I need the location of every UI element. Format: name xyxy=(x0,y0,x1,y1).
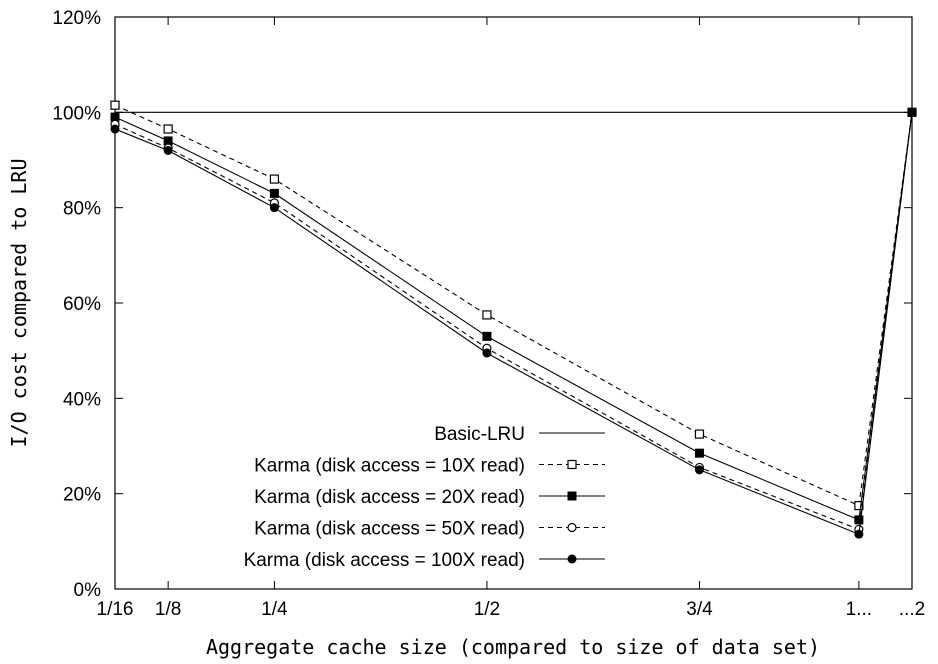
x-tick-label: 3/4 xyxy=(686,599,713,620)
y-tick-label: 0% xyxy=(74,580,102,601)
legend-marker xyxy=(567,491,577,501)
data-point xyxy=(694,465,704,475)
data-point xyxy=(110,112,120,122)
legend-item: Karma (disk access = 20X read) xyxy=(254,487,605,508)
legend-marker xyxy=(567,554,577,564)
legend-item: Karma (disk access = 100X read) xyxy=(244,550,605,571)
legend-label: Basic-LRU xyxy=(434,424,525,445)
y-tick-label: 80% xyxy=(63,199,101,220)
series-line xyxy=(114,104,913,507)
y-tick-label: 20% xyxy=(63,485,101,506)
x-tick-label: 1/8 xyxy=(155,599,181,620)
y-tick-label: 60% xyxy=(63,294,101,315)
legend-label: Karma (disk access = 20X read) xyxy=(254,487,525,508)
data-point xyxy=(482,348,492,358)
data-point xyxy=(269,188,279,198)
y-axis-title: I/O cost compared to LRU xyxy=(7,159,31,448)
x-axis-title: Aggregate cache size (compared to size o… xyxy=(206,635,820,659)
legend-marker xyxy=(567,459,577,470)
data-point xyxy=(110,100,120,110)
data-point xyxy=(163,124,173,134)
x-tick-label: 1/2 xyxy=(474,599,500,620)
legend-label: Karma (disk access = 10X read) xyxy=(254,456,525,477)
legend-item: Karma (disk access = 50X read) xyxy=(254,519,605,540)
data-point xyxy=(854,529,864,539)
legend-marker xyxy=(567,522,577,533)
data-point xyxy=(482,310,492,320)
y-axis-ticks: 0% 20% 40% 60% 80% 100% 120% xyxy=(52,8,912,601)
data-point xyxy=(482,331,492,341)
data-point xyxy=(163,145,173,155)
x-tick-label: 1/4 xyxy=(261,599,288,620)
data-point xyxy=(163,136,173,146)
legend-item: Karma (disk access = 10X read) xyxy=(254,456,605,477)
x-axis-ticks: 1/16 1/8 1/4 1/2 3/4 1... ...2 xyxy=(97,17,925,620)
data-point xyxy=(854,515,864,525)
legend-label: Karma (disk access = 100X read) xyxy=(244,550,525,571)
y-tick-label: 40% xyxy=(63,389,101,410)
data-point xyxy=(694,448,704,458)
data-point xyxy=(269,203,279,213)
y-tick-label: 100% xyxy=(52,103,101,124)
data-point xyxy=(907,107,917,117)
data-point xyxy=(269,174,279,184)
legend: Basic-LRU Karma (disk access = 10X read) K… xyxy=(244,424,605,571)
series-layer xyxy=(110,100,917,539)
x-tick-label: ...2 xyxy=(899,599,925,620)
legend-item: Basic-LRU xyxy=(434,424,605,445)
x-tick-label: 1/16 xyxy=(97,599,134,620)
data-point xyxy=(694,429,705,439)
series-5 xyxy=(110,107,917,539)
y-tick-label: 120% xyxy=(52,8,101,29)
legend-label: Karma (disk access = 50X read) xyxy=(254,519,525,540)
series-2 xyxy=(110,100,917,511)
x-tick-label: 1... xyxy=(846,599,872,620)
data-point xyxy=(110,124,120,134)
